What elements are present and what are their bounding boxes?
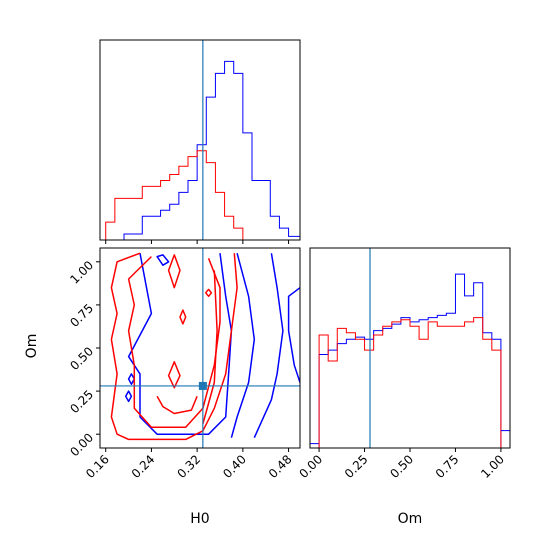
h0-om-contour-panel: 0.16 0.24 0.32 0.40 0.48 0.00 0.25 0.50 0.75 1.00 <box>67 247 301 481</box>
om-y-tick-label-0: 0.00 <box>67 430 96 459</box>
h0-tick-label-4: 0.48 <box>266 452 295 481</box>
om-x-tick-label-1: 0.25 <box>342 452 371 481</box>
truth-marker <box>198 381 207 390</box>
om-y-tick-label-2: 0.50 <box>67 344 96 373</box>
contour-series-2-3 <box>202 270 218 425</box>
h0-histogram-frame <box>99 39 301 241</box>
contour-series-2-7 <box>167 361 181 389</box>
contour-series-2-2 <box>127 256 221 429</box>
om-x-tick-label-0: 0.00 <box>296 452 325 481</box>
om-histogram-panel: 0.00 0.25 0.50 0.75 1.00 <box>296 247 511 481</box>
h0-tick-label-3: 0.40 <box>220 452 249 481</box>
h0-tick-label-1: 0.24 <box>129 452 158 481</box>
h0-tick-label-0: 0.16 <box>83 452 112 481</box>
om-y-tick-label-1: 0.25 <box>67 387 96 416</box>
contour-series-1-6 <box>127 373 136 385</box>
contour-series-2-4 <box>167 254 181 289</box>
contour-series-2-5 <box>179 309 187 325</box>
om-x-tick-label-3: 0.75 <box>433 452 462 481</box>
contour-series-1-5 <box>156 254 170 266</box>
h0-histogram-panel <box>99 39 301 244</box>
contour-series-1-7 <box>124 390 133 403</box>
h0-histogram-series-1 <box>105 60 300 240</box>
om-x-tick-label-2: 0.50 <box>387 452 416 481</box>
om-histogram-frame <box>309 247 511 449</box>
contour-series-2-1 <box>110 252 238 441</box>
contour-series-1-3 <box>253 253 284 439</box>
contour-series-2-6 <box>204 288 213 298</box>
om-histogram-series-2 <box>318 317 502 448</box>
contour-series-1-4 <box>287 287 300 383</box>
om-axis-label-y: Om <box>24 334 40 359</box>
contour-series-1-2 <box>230 253 256 438</box>
om-histogram-series-1 <box>310 273 502 448</box>
contour-series-2-8 <box>156 395 198 415</box>
om-y-tick-label-3: 0.75 <box>67 301 96 330</box>
h0-histogram-series-2 <box>105 150 244 240</box>
h0-axis-label: H0 <box>190 511 209 527</box>
om-x-tick-label-4: 1.00 <box>478 452 507 481</box>
h0-tick-label-2: 0.32 <box>174 452 203 481</box>
om-axis-label-x: Om <box>398 511 423 527</box>
om-y-tick-label-4: 1.00 <box>67 258 96 287</box>
